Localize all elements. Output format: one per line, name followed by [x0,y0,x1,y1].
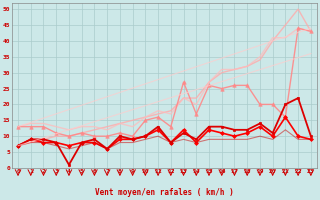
X-axis label: Vent moyen/en rafales ( km/h ): Vent moyen/en rafales ( km/h ) [95,188,234,197]
